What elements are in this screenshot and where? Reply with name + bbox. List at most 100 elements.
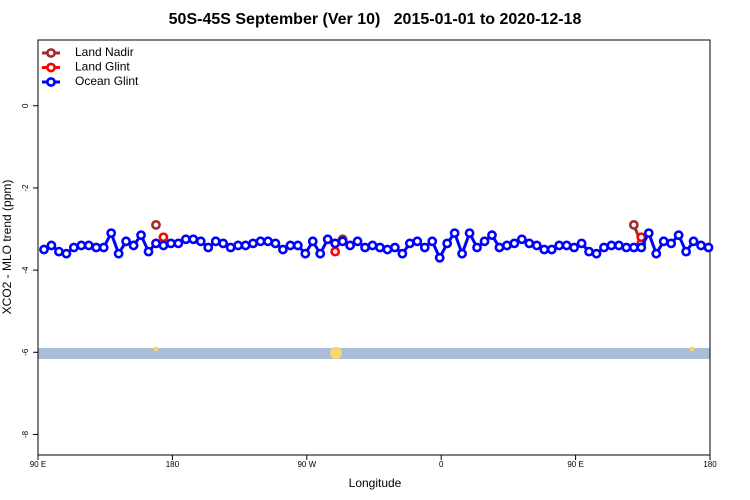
chart-title: 50S-45S September (Ver 10) 2015-01-01 to…: [169, 11, 582, 28]
data-point: [292, 240, 303, 251]
data-point: [61, 248, 72, 259]
data-point: [151, 238, 161, 249]
data-point: [449, 228, 460, 239]
data-point: [621, 242, 632, 253]
data-point: [240, 240, 251, 251]
x-tick-label: 180: [166, 460, 180, 469]
data-point: [606, 240, 617, 251]
data-point: [464, 228, 475, 239]
data-point: [330, 238, 341, 249]
data-point: [524, 238, 535, 249]
data-point: [136, 230, 146, 241]
data-point: [382, 244, 393, 255]
data-point: [516, 234, 527, 245]
data-point: [68, 242, 79, 253]
data-point: [54, 246, 64, 257]
data-point: [502, 240, 512, 251]
data-point: [263, 236, 273, 247]
data-point: [494, 242, 505, 253]
x-axis-label: Longitude: [349, 476, 402, 490]
data-point: [427, 236, 438, 247]
data-point: [658, 236, 669, 247]
data-point: [121, 236, 132, 247]
data-point: [39, 244, 49, 255]
y-tick-label: -6: [21, 348, 30, 356]
data-point: [367, 240, 378, 251]
data-point: [278, 244, 288, 255]
data-point: [158, 232, 169, 243]
x-tick-label: 180: [703, 460, 717, 469]
surface-band: [38, 348, 710, 359]
y-tick-label: -4: [21, 266, 30, 274]
data-point: [128, 240, 139, 251]
data-point: [210, 236, 221, 247]
legend-label: Land Nadir: [75, 45, 134, 59]
y-tick-label: -2: [21, 184, 30, 192]
surface-dot: [153, 346, 159, 352]
data-point: [546, 244, 557, 255]
x-tick-label: 90 W: [297, 460, 316, 469]
data-point: [397, 248, 408, 259]
data-point: [285, 240, 296, 251]
data-point: [569, 242, 580, 253]
data-point: [509, 238, 520, 249]
data-point: [419, 242, 430, 253]
data-point: [576, 238, 587, 249]
data-point: [636, 242, 647, 253]
x-tick-label: 0: [439, 460, 444, 469]
y-axis-label: XCO2 - MLO trend (ppm): [0, 180, 14, 315]
data-point: [681, 246, 692, 257]
data-point: [270, 238, 281, 249]
data-point: [307, 236, 318, 247]
data-point: [628, 242, 639, 253]
legend-label: Land Glint: [75, 60, 130, 74]
data-point: [166, 238, 176, 249]
data-point: [330, 246, 341, 257]
data-point: [457, 248, 468, 259]
data-point: [599, 242, 609, 253]
data-point: [696, 240, 706, 251]
data-point: [98, 242, 109, 253]
data-point: [487, 230, 497, 241]
data-point: [218, 238, 229, 249]
data-point: [614, 240, 624, 251]
data-point: [390, 242, 400, 253]
legend-marker: [46, 48, 56, 58]
data-point: [188, 234, 199, 245]
data-point: [46, 240, 57, 251]
x-tick-label: 90 E: [30, 460, 46, 469]
data-point: [225, 242, 236, 253]
x-tick-label: 90 E: [567, 460, 583, 469]
y-tick-label: -8: [21, 430, 30, 438]
data-point: [539, 244, 550, 255]
data-point: [322, 234, 333, 245]
data-point: [300, 248, 311, 259]
data-point: [703, 242, 714, 253]
data-point: [643, 228, 654, 239]
data-point: [173, 238, 184, 249]
data-point: [561, 240, 572, 251]
data-point: [76, 240, 87, 251]
data-point: [412, 236, 423, 247]
data-point: [255, 236, 266, 247]
legend-label: Ocean Glint: [75, 74, 139, 88]
data-point: [352, 236, 363, 247]
data-point: [83, 240, 94, 251]
data-point: [203, 242, 214, 253]
legend-marker: [46, 62, 56, 73]
data-point: [195, 236, 206, 247]
data-point: [158, 240, 169, 251]
data-point: [106, 228, 117, 239]
data-point: [315, 248, 326, 259]
data-point: [584, 246, 594, 257]
data-point: [651, 248, 662, 259]
data-point: [91, 242, 102, 253]
data-point: [531, 240, 542, 251]
data-point: [375, 242, 385, 253]
data-point: [628, 220, 639, 230]
data-point: [248, 238, 258, 249]
data-point: [360, 242, 370, 253]
surface-dot: [330, 347, 342, 359]
data-point: [151, 220, 161, 230]
